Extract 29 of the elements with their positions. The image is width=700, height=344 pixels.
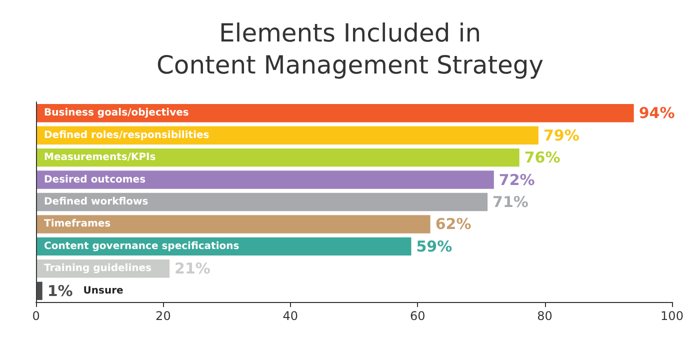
x-tick-label: 80 <box>537 309 552 323</box>
x-tick-label: 100 <box>660 309 684 323</box>
data-label: 72% <box>498 170 535 189</box>
bar <box>36 104 634 122</box>
y-tick-label: Business goals/objectives <box>44 108 189 119</box>
data-label: 79% <box>543 126 580 144</box>
y-tick-label: Defined roles/responsibilities <box>44 130 210 141</box>
y-tick-label: Defined workflows <box>44 196 148 208</box>
bar <box>36 215 430 234</box>
data-label: 1% <box>47 282 73 300</box>
bar <box>36 170 494 189</box>
bar <box>36 192 488 212</box>
data-label: 94% <box>638 104 675 122</box>
bar <box>36 126 538 144</box>
bar <box>36 148 520 167</box>
x-tick-label: 60 <box>410 309 426 323</box>
data-label: 76% <box>524 148 560 167</box>
y-tick-label: Timeframes <box>44 218 111 230</box>
x-tick-label: 20 <box>156 309 171 323</box>
y-tick-label: Content governance specifications <box>44 240 240 252</box>
y-tick-label: Unsure <box>83 285 124 296</box>
data-label: 62% <box>435 215 472 234</box>
data-label: 59% <box>416 237 452 256</box>
x-tick-label: 0 <box>32 309 40 323</box>
chart-title: Elements Included in Content Management Strategy <box>156 18 544 80</box>
x-tick-label: 40 <box>282 309 298 323</box>
y-tick-label: Desired outcomes <box>44 174 146 186</box>
data-label: 71% <box>492 193 528 211</box>
y-tick-label: Measurements/KPIs <box>44 152 156 164</box>
